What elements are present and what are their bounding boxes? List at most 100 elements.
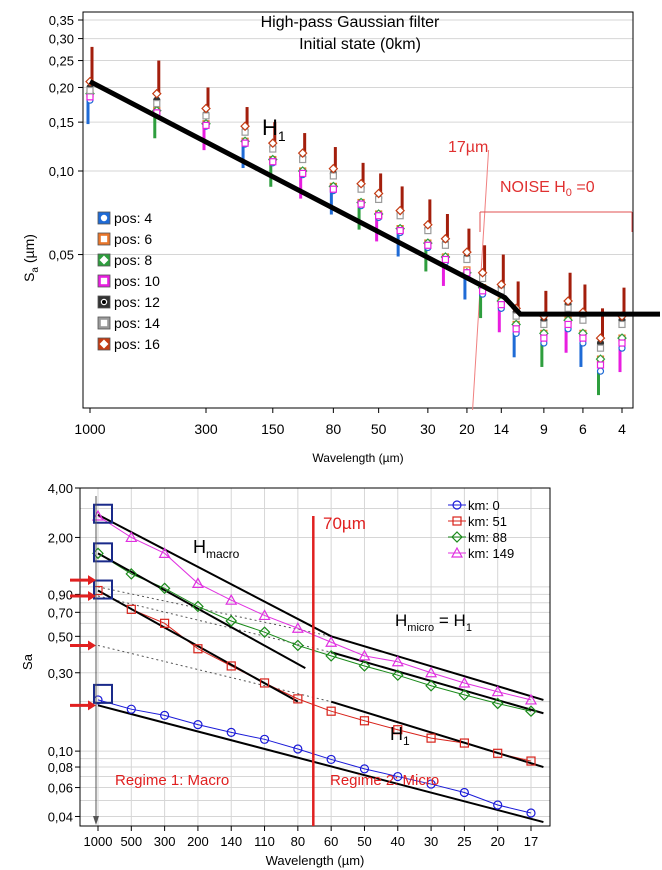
noise-label-main: NOISE H	[500, 179, 566, 196]
h-micro-label-main: H	[395, 611, 407, 630]
bottom-x-tick-label: 20	[490, 834, 504, 849]
top-legend-marker-icon	[100, 319, 108, 327]
top-y-tick-label: 0,30	[49, 32, 74, 47]
bottom-y-tick-label: 0,08	[48, 760, 73, 775]
top-y-tick-label: 0,35	[49, 13, 74, 28]
bottom-highlight-box	[93, 542, 113, 563]
top-data-point	[299, 169, 307, 178]
bottom-y-axis-label: Sa	[20, 653, 35, 670]
bottom-plot-frame	[79, 487, 551, 827]
top-y-axis-label-sub: a	[30, 267, 41, 273]
bottom-data-point	[425, 679, 437, 692]
bottom-data-point	[160, 618, 170, 628]
bottom-legend-marker	[452, 500, 462, 510]
top-data-point	[440, 233, 451, 244]
bottom-data-point	[426, 733, 436, 743]
bottom-data-point	[259, 734, 270, 744]
bottom-data-point	[493, 748, 503, 758]
bottom-red-arrow-head	[88, 700, 96, 711]
bottom-vertical-arrowhead	[93, 816, 99, 825]
top-data-point	[564, 320, 572, 329]
top-legend-marker-icon	[100, 214, 108, 222]
top-y-axis-label-main: S	[21, 273, 37, 282]
bottom-chart: 4,00 2,00 0,90 0,70 0,50 0,30 0,100,08 0,06 0,04…	[20, 481, 551, 868]
top-data-point	[267, 138, 278, 148]
top-legend-label: pos: 10	[114, 273, 160, 289]
regime-2-label: Regime 2: Micro	[330, 772, 439, 789]
bottom-data-point	[393, 771, 403, 782]
top-data-point	[496, 279, 507, 290]
top-legend-marker-icon	[99, 255, 109, 265]
bottom-x-tick-label: 25	[457, 834, 471, 849]
bottom-data-point	[191, 577, 204, 589]
bottom-y-tick-label: 0,04	[48, 809, 73, 824]
top-data-point	[357, 200, 365, 208]
bottom-x-tick-label: 200	[187, 834, 209, 849]
bottom-x-tick-label: 140	[220, 834, 242, 849]
bottom-data-point	[293, 694, 303, 704]
top-legend-label: pos: 16	[114, 336, 160, 352]
top-data-point	[579, 316, 587, 324]
top-chart-subtitle: Initial state (0km)	[299, 36, 421, 53]
bottom-data-point	[291, 639, 304, 652]
noise-label-tail: =0	[572, 179, 595, 196]
bottom-y-tick-label: 0,90	[48, 587, 73, 602]
bottom-data-point	[225, 615, 238, 627]
bottom-data-point	[158, 547, 171, 558]
top-data-point	[240, 121, 250, 132]
bottom-fit-line	[330, 700, 544, 768]
top-data-point	[441, 255, 450, 264]
bottom-x-tick-label: 30	[424, 834, 438, 849]
top-x-tick-label: 14	[494, 421, 510, 437]
top-grid	[83, 19, 633, 256]
bottom-grid	[80, 487, 550, 826]
bottom-data-point	[459, 738, 469, 748]
bottom-data-point	[359, 716, 370, 726]
top-x-tick-label: 20	[459, 421, 475, 437]
bottom-data-point	[391, 669, 404, 682]
top-data-point	[356, 178, 366, 189]
h-micro-label-tail-sub: 1	[466, 622, 472, 634]
bottom-data-point	[325, 636, 338, 647]
bottom-x-tick-label: 300	[154, 834, 176, 849]
h-macro-label-sub: macro	[206, 547, 240, 561]
bottom-legend-label: km: 0	[468, 498, 500, 513]
top-data-point	[151, 88, 162, 99]
bottom-x-tick-label: 17	[524, 834, 538, 849]
bottom-x-tick-label: 1000	[84, 834, 113, 849]
top-data-point	[86, 93, 94, 101]
top-data-point	[329, 172, 337, 180]
top-data-point	[563, 296, 573, 306]
top-x-tick-label: 4	[618, 421, 626, 437]
bottom-data-point	[192, 600, 204, 613]
top-plot-frame	[82, 11, 634, 409]
bottom-data-point	[526, 808, 536, 818]
top-cutoff-label: 17µm	[448, 139, 488, 156]
bottom-red-arrow-head	[88, 640, 96, 651]
bottom-data-point	[160, 710, 170, 720]
bottom-fit-line	[97, 513, 332, 638]
bottom-data-point	[491, 697, 504, 710]
top-x-tick-label: 30	[420, 421, 436, 437]
bottom-data-point	[524, 693, 538, 705]
bottom-red-arrows	[70, 575, 96, 711]
top-data-point	[423, 219, 433, 230]
top-legend-marker-icon	[99, 339, 109, 349]
bottom-y-tick-label: 0,06	[48, 781, 73, 796]
bottom-x-ticks: 1000 500 300 200 140 110 80 60 50 40 30 25 20 17	[84, 826, 538, 849]
bottom-x-tick-label: 80	[291, 834, 305, 849]
bottom-legend-label: km: 149	[468, 546, 514, 561]
top-y-tick-label: 0,25	[49, 54, 74, 69]
bottom-y-tick-label: 0,70	[48, 605, 73, 620]
bottom-data-point	[125, 531, 138, 543]
bottom-data-point	[258, 626, 271, 639]
bottom-data-point	[293, 744, 303, 754]
top-legend-marker-icon	[100, 298, 108, 306]
top-data-point	[596, 367, 605, 375]
top-data-point	[618, 339, 626, 347]
top-x-tick-label: 300	[194, 421, 218, 437]
top-data-point	[424, 241, 432, 249]
bottom-data-point	[458, 676, 471, 688]
bottom-y-tick-label: 2,00	[48, 530, 73, 545]
